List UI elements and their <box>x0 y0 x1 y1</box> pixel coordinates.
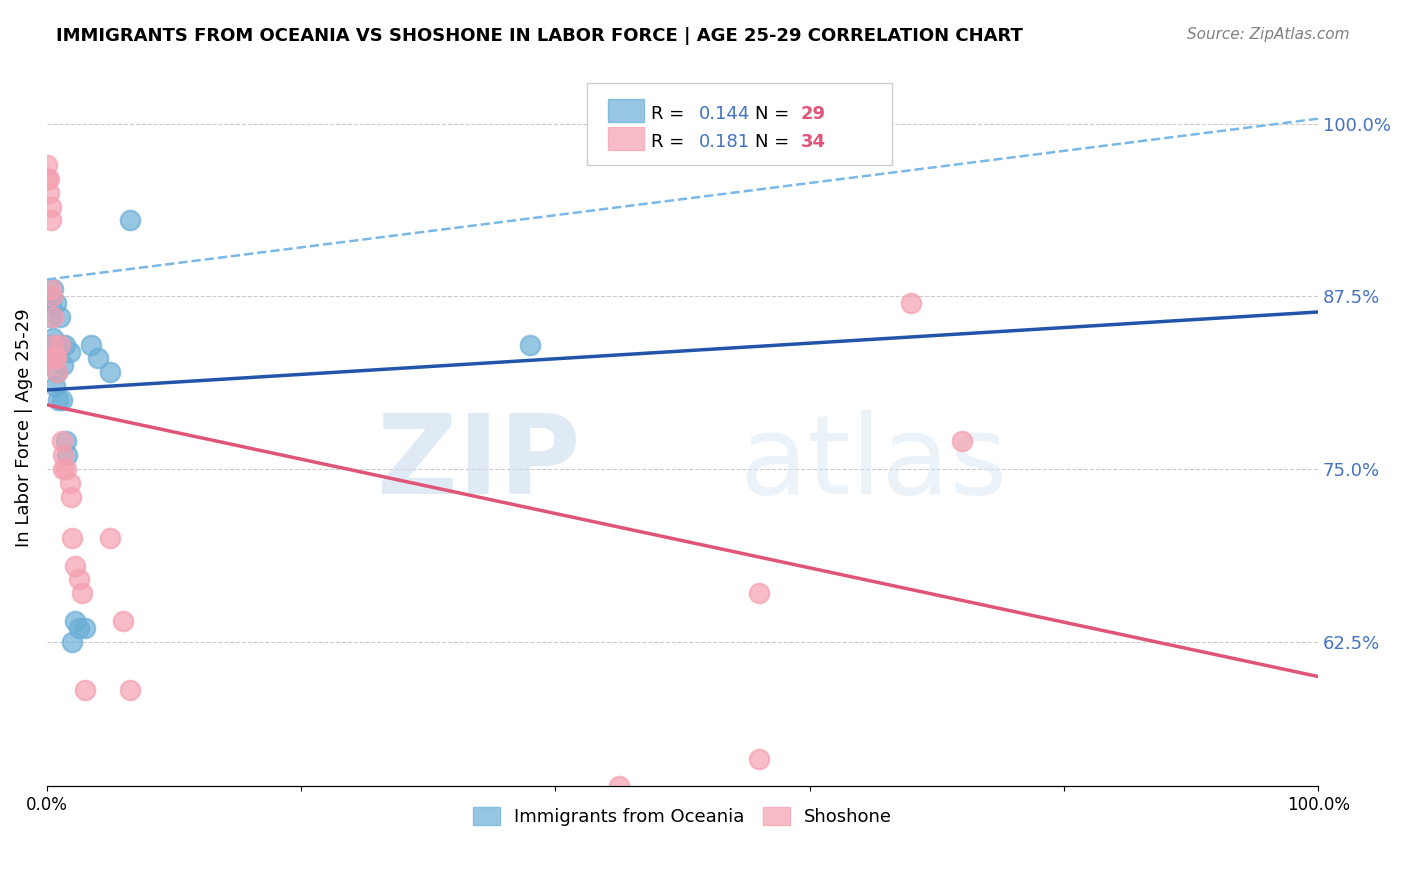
Point <box>52 359 75 373</box>
Point <box>44 379 66 393</box>
Point <box>35 158 58 172</box>
Text: atlas: atlas <box>740 410 1008 516</box>
Text: Source: ZipAtlas.com: Source: ZipAtlas.com <box>1187 27 1350 42</box>
Point <box>38 186 60 200</box>
Point <box>39 351 62 366</box>
FancyBboxPatch shape <box>607 99 644 121</box>
Text: N =: N = <box>755 134 794 152</box>
Point <box>42 337 65 351</box>
Point <box>748 752 770 766</box>
Point <box>39 337 62 351</box>
Point <box>38 172 60 186</box>
Point <box>46 365 69 379</box>
Point <box>56 448 79 462</box>
Point <box>59 344 82 359</box>
Text: ZIP: ZIP <box>377 410 581 516</box>
Point <box>55 434 77 449</box>
Point <box>52 462 75 476</box>
Point <box>53 337 76 351</box>
Point <box>46 365 69 379</box>
Point <box>63 558 86 573</box>
Point <box>67 573 90 587</box>
Text: IMMIGRANTS FROM OCEANIA VS SHOSHONE IN LABOR FORCE | AGE 25-29 CORRELATION CHART: IMMIGRANTS FROM OCEANIA VS SHOSHONE IN L… <box>56 27 1024 45</box>
Point <box>39 213 62 227</box>
Text: 29: 29 <box>801 104 825 123</box>
Point <box>118 682 141 697</box>
Point <box>900 296 922 310</box>
Point <box>80 337 103 351</box>
Point <box>87 351 110 366</box>
Y-axis label: In Labor Force | Age 25-29: In Labor Force | Age 25-29 <box>15 309 32 547</box>
Point <box>42 351 65 366</box>
Point <box>519 337 541 351</box>
Point <box>100 531 122 545</box>
Point <box>39 310 62 324</box>
Point <box>112 614 135 628</box>
Legend: Immigrants from Oceania, Shoshone: Immigrants from Oceania, Shoshone <box>464 797 901 835</box>
Point <box>100 365 122 379</box>
Point <box>46 392 69 407</box>
Point <box>51 434 73 449</box>
Point <box>118 213 141 227</box>
Point <box>39 351 62 366</box>
Point <box>73 682 96 697</box>
Point <box>41 289 63 303</box>
Point <box>42 310 65 324</box>
Point <box>73 621 96 635</box>
Point <box>49 337 72 351</box>
Point <box>67 621 90 635</box>
Point <box>39 289 62 303</box>
Point <box>55 462 77 476</box>
Point <box>48 310 70 324</box>
Text: 0.144: 0.144 <box>699 104 751 123</box>
Text: 34: 34 <box>801 134 825 152</box>
Text: R =: R = <box>651 134 690 152</box>
Point <box>35 172 58 186</box>
Point <box>72 586 94 600</box>
Text: N =: N = <box>755 104 794 123</box>
Point <box>59 475 82 490</box>
Point <box>748 586 770 600</box>
Point <box>42 282 65 296</box>
Point <box>45 296 67 310</box>
Point <box>39 200 62 214</box>
Point <box>42 331 65 345</box>
FancyBboxPatch shape <box>588 83 893 165</box>
Point <box>39 296 62 310</box>
Point <box>52 448 75 462</box>
Point <box>60 490 83 504</box>
Point <box>60 634 83 648</box>
Point <box>607 780 630 794</box>
Point <box>63 614 86 628</box>
Point <box>51 392 73 407</box>
Point <box>950 434 973 449</box>
FancyBboxPatch shape <box>607 127 644 150</box>
Point <box>60 531 83 545</box>
Point <box>39 282 62 296</box>
Point <box>48 337 70 351</box>
Text: R =: R = <box>651 104 690 123</box>
Text: 0.181: 0.181 <box>699 134 751 152</box>
Point <box>44 351 66 366</box>
Point <box>45 351 67 366</box>
